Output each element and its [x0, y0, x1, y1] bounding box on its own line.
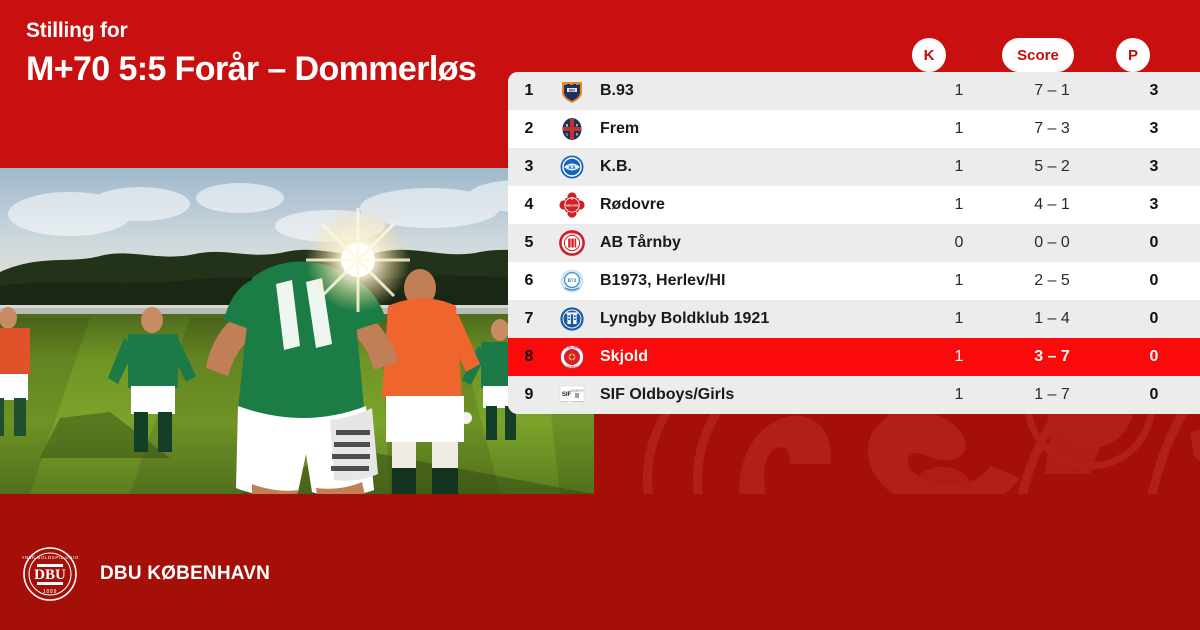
column-header-p: P [1116, 38, 1150, 72]
row-points: 3 [1149, 158, 1159, 175]
row-matches-played: 1 [954, 348, 964, 365]
row-matches-played: 1 [954, 386, 964, 403]
b1973-crest: B73 [550, 268, 594, 294]
row-score: 1 – 7 [1034, 386, 1070, 403]
table-row[interactable]: 7 Lyngby Boldklub 1921 1 1 – 4 0 [508, 300, 1200, 338]
row-points: 0 [1149, 348, 1159, 365]
row-matches-played: 1 [954, 310, 964, 327]
row-score: 3 – 7 [1034, 348, 1070, 365]
row-team-name: SIF Oldboys/Girls [600, 386, 735, 403]
row-team-name: B.93 [600, 82, 634, 99]
row-position: 3 [524, 158, 534, 175]
lyngby-crest [550, 306, 594, 332]
svg-text:D: D [571, 197, 574, 201]
row-team-name: AB Tårnby [600, 234, 681, 251]
row-position: 6 [524, 272, 534, 289]
table-row[interactable]: 2 B F 1 6 Frem 1 7 – 3 3 [508, 110, 1200, 148]
row-points: 0 [1149, 272, 1159, 289]
page-title: M+70 5:5 Forår – Dommerløs [26, 50, 477, 88]
row-points: 0 [1149, 386, 1159, 403]
row-position: 1 [524, 82, 534, 99]
table-row[interactable]: 5 AB TÅRNBY AB Tårnby 0 0 – 0 0 [508, 224, 1200, 262]
header: Stilling for M+70 5:5 Forår – Dommerløs [26, 18, 546, 90]
row-position: 2 [524, 120, 534, 137]
footer-brand: DBU DANSK BOLDSPIL UNION 1889 DBU KØBENH… [17, 546, 271, 602]
table-row[interactable]: 9 SIF OLDBOYS SUNDBY IF KØBENHAVN SIF Oldboy… [508, 376, 1200, 414]
row-matches-played: 1 [954, 196, 964, 213]
frem-crest: B F 1 6 [550, 116, 594, 142]
row-score: 0 – 0 [1034, 234, 1070, 251]
row-score: 5 – 2 [1034, 158, 1070, 175]
row-matches-played: 1 [954, 120, 964, 137]
row-matches-played: 0 [954, 234, 964, 251]
column-header-score: Score [1002, 38, 1074, 72]
row-points: 0 [1149, 234, 1159, 251]
football-photo [0, 168, 594, 494]
svg-text:AB TÅRNBY: AB TÅRNBY [565, 233, 579, 236]
table-row[interactable]: 1 B93 B.93 1 7 – 1 3 [508, 72, 1200, 110]
rodovre-crest: RØDOVRE D [550, 192, 594, 218]
row-score: 7 – 3 [1034, 120, 1070, 137]
b93-crest: B93 [550, 78, 594, 104]
table-header-pills: K Score P [508, 38, 1200, 72]
row-score: 1 – 4 [1034, 310, 1070, 327]
row-team-name: Skjold [600, 348, 649, 365]
row-position: 5 [524, 234, 534, 251]
row-team-name: K.B. [600, 158, 632, 175]
svg-text:BOLDKLUBBEN: BOLDKLUBBEN [563, 346, 582, 349]
standings-table: 1 B93 B.93 1 7 – 1 3 2 B F 1 6 Frem 1 7 – 3 3 3 KB K.B. 1 5… [508, 72, 1200, 414]
row-points: 3 [1149, 196, 1159, 213]
table-row[interactable]: 8 BOLDKLUBBEN SKJOLD Skjold 1 3 – 7 0 [508, 338, 1200, 376]
table-row[interactable]: 4 RØDOVRE D Rødovre 1 4 – 1 3 [508, 186, 1200, 224]
skjold-crest: BOLDKLUBBEN SKJOLD [550, 344, 594, 370]
svg-text:RØDOVRE: RØDOVRE [565, 204, 579, 208]
row-score: 4 – 1 [1034, 196, 1070, 213]
svg-text:DANSK BOLDSPIL UNION: DANSK BOLDSPIL UNION [22, 555, 78, 560]
footer-label: DBU KØBENHAVN [100, 563, 271, 584]
table-row[interactable]: 3 KB K.B. 1 5 – 2 3 [508, 148, 1200, 186]
svg-text:KB: KB [568, 166, 576, 171]
row-position: 8 [524, 348, 534, 365]
row-points: 3 [1149, 82, 1159, 99]
background-band-bottom [0, 494, 1200, 630]
row-matches-played: 1 [954, 82, 964, 99]
row-team-name: Lyngby Boldklub 1921 [600, 310, 770, 327]
row-team-name: Rødovre [600, 196, 665, 213]
abtarnby-crest: AB TÅRNBY [550, 230, 594, 256]
svg-text:B73: B73 [568, 278, 577, 284]
svg-text:F: F [576, 123, 578, 127]
row-team-name: Frem [600, 120, 640, 137]
svg-text:B: B [566, 123, 569, 127]
svg-text:6: 6 [576, 133, 578, 137]
kb-crest: KB [550, 154, 594, 180]
row-position: 4 [524, 196, 534, 213]
svg-text:B93: B93 [569, 88, 575, 92]
column-header-k: K [912, 38, 946, 72]
row-position: 9 [524, 386, 534, 403]
row-matches-played: 1 [954, 158, 964, 175]
svg-text:1: 1 [566, 133, 568, 137]
svg-text:1889: 1889 [43, 589, 57, 595]
row-team-name: B1973, Herlev/HI [600, 272, 726, 289]
row-points: 3 [1149, 120, 1159, 137]
dbu-crest-icon: DBU DANSK BOLDSPIL UNION 1889 [17, 546, 82, 602]
row-position: 7 [524, 310, 534, 327]
sif-crest: SIF OLDBOYS SUNDBY IF KØBENHAVN [550, 382, 594, 408]
header-kicker: Stilling for [26, 19, 128, 42]
table-row[interactable]: 6 B73 B1973, Herlev/HI 1 2 – 5 0 [508, 262, 1200, 300]
svg-text:SUNDBY IF KØBENHAVN: SUNDBY IF KØBENHAVN [560, 400, 584, 403]
svg-text:SKJOLD: SKJOLD [567, 366, 577, 369]
svg-text:DBU: DBU [34, 567, 66, 583]
row-score: 7 – 1 [1034, 82, 1070, 99]
row-score: 2 – 5 [1034, 272, 1070, 289]
row-matches-played: 1 [954, 272, 964, 289]
svg-text:OLDBOYS: OLDBOYS [571, 389, 584, 393]
row-points: 0 [1149, 310, 1159, 327]
svg-text:SIF: SIF [562, 392, 572, 398]
background-band-right [594, 414, 1200, 494]
